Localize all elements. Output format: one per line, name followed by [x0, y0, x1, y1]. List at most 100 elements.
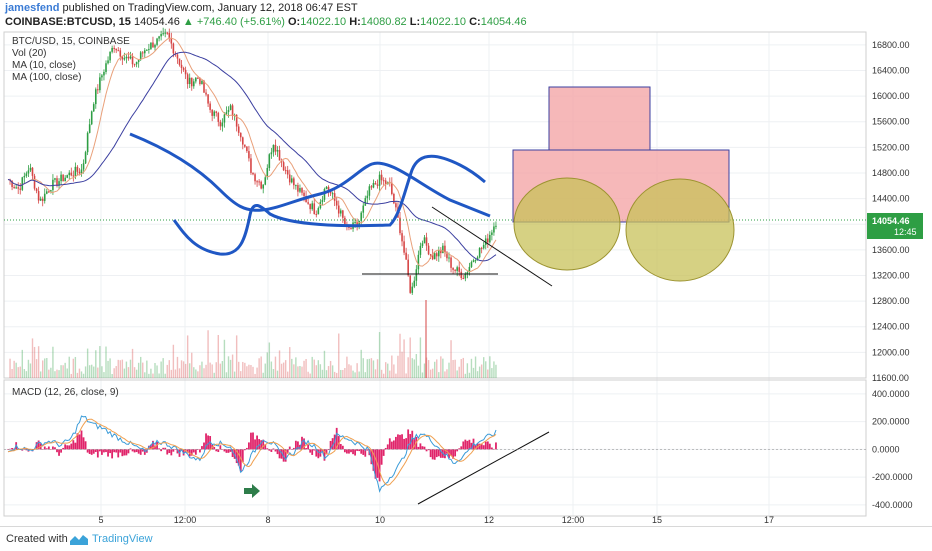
- candle-body: [454, 269, 456, 271]
- volume-bar: [350, 365, 352, 378]
- candle-body: [27, 170, 30, 174]
- volume-bar: [127, 367, 130, 378]
- volume-bar: [393, 364, 395, 378]
- candle-body: [90, 111, 93, 125]
- candle-body: [274, 144, 277, 152]
- candle-body: [301, 188, 303, 193]
- freehand-curve-2[interactable]: [172, 154, 486, 256]
- macd-axis[interactable]: 400.0000 200.0000 0.0000 -200.0000 -400.0000: [872, 389, 913, 510]
- candle-body: [154, 44, 156, 48]
- macd-histogram-bar: [388, 438, 391, 450]
- macd-histogram-bar: [245, 447, 248, 450]
- macd-histogram-bar: [143, 449, 146, 455]
- time-axis[interactable]: 5 12:00 8 10 12 12:00 15 17: [98, 515, 774, 525]
- author-link[interactable]: jamesfend: [5, 2, 60, 14]
- macd-histogram-bar: [331, 438, 334, 450]
- volume-bar: [17, 367, 19, 378]
- macd-histogram-bar: [417, 446, 420, 450]
- candle-body: [111, 47, 113, 52]
- candle-body: [370, 186, 373, 188]
- candle-body: [288, 174, 291, 183]
- candle-body: [207, 94, 209, 104]
- volume-bar: [29, 363, 32, 378]
- macd-histogram-bar: [397, 434, 399, 450]
- volume-bar: [86, 348, 89, 378]
- footer-brand[interactable]: TradingView: [92, 533, 153, 545]
- volume-bar: [483, 357, 485, 378]
- candle-body: [246, 146, 248, 152]
- volume-bar: [333, 371, 336, 378]
- volume-bar: [152, 373, 154, 378]
- candle-body: [101, 75, 103, 78]
- volume-bar: [478, 366, 481, 378]
- price-axis[interactable]: 16800.00 16400.00 16000.00 15600.00 15200.00…: [872, 40, 910, 383]
- macd-histogram-bar: [250, 432, 252, 450]
- volume-bar: [137, 362, 140, 378]
- candle-body: [221, 122, 224, 127]
- volume-bar: [260, 356, 262, 378]
- macd-histogram-bar: [133, 449, 136, 453]
- macd-histogram-bar: [427, 449, 430, 451]
- macd-histogram-bar: [274, 449, 277, 452]
- volume-bar: [417, 365, 420, 378]
- candle-body: [391, 182, 393, 195]
- volume-bar: [387, 363, 389, 378]
- ma10-line: [7, 37, 497, 273]
- volume-bar: [282, 362, 285, 378]
- candle-body: [344, 217, 346, 225]
- macd-histogram-bar: [346, 449, 348, 454]
- macd-histogram-bar: [297, 441, 299, 450]
- macd-histogram-bar: [327, 449, 330, 450]
- arrow-icon[interactable]: [244, 484, 260, 498]
- chart-canvas[interactable]: BTC/USD, 15, COINBASE Vol (20) MA (10, c…: [0, 0, 932, 526]
- macd-histogram-bar: [350, 449, 352, 453]
- candle-body: [472, 260, 475, 263]
- candle-body: [152, 42, 154, 48]
- macd-histogram-bar: [101, 449, 103, 455]
- macd-histogram-bar: [76, 433, 79, 450]
- candle-body: [448, 257, 450, 259]
- candle-body: [486, 238, 489, 243]
- volume-bar: [74, 356, 77, 378]
- volume-bar: [9, 358, 11, 378]
- candle-body: [366, 195, 369, 199]
- macd-histogram-bar: [488, 443, 491, 450]
- macd-histogram-bar: [470, 442, 473, 450]
- low-value: 14022.10: [420, 16, 467, 28]
- candle-body: [378, 174, 381, 186]
- macd-histogram-bar: [248, 442, 250, 450]
- drawing-ellipse-right[interactable]: [625, 178, 735, 282]
- freehand-curve-1[interactable]: [129, 132, 491, 218]
- drawing-rect-top[interactable]: [548, 86, 651, 151]
- macd-histogram-bar: [276, 449, 279, 455]
- volume-bar: [344, 368, 346, 378]
- drawing-ellipse-left[interactable]: [513, 177, 621, 271]
- candle-body: [293, 178, 295, 186]
- volume-bar: [389, 370, 391, 378]
- volume-bar: [99, 346, 101, 378]
- macd-histogram-bar: [223, 449, 226, 452]
- volume-bar: [438, 372, 440, 378]
- volume-bar: [156, 365, 158, 378]
- macd-tick-label: 200.0000: [872, 417, 910, 427]
- macd-trendline[interactable]: [417, 431, 550, 505]
- volume-bar: [31, 338, 34, 378]
- candle-body: [199, 78, 201, 85]
- volume-bar: [293, 364, 295, 378]
- volume-bar: [354, 372, 356, 378]
- candle-body: [182, 67, 185, 70]
- price-tick-label: 16800.00: [872, 40, 910, 50]
- macd-histogram-bar: [96, 449, 99, 458]
- volume-bar: [278, 350, 281, 378]
- macd-histogram-bar: [164, 447, 167, 450]
- volume-bar: [431, 368, 434, 378]
- volume-bar: [442, 358, 444, 378]
- candle-body: [315, 214, 318, 216]
- candle-body: [215, 111, 218, 113]
- candle-body: [384, 180, 387, 185]
- volume-bar: [168, 360, 170, 378]
- user-drawings[interactable]: [129, 86, 735, 505]
- macd-histogram-bar: [156, 441, 158, 450]
- macd-histogram-bar: [474, 444, 477, 450]
- descending-trendline[interactable]: [431, 206, 553, 287]
